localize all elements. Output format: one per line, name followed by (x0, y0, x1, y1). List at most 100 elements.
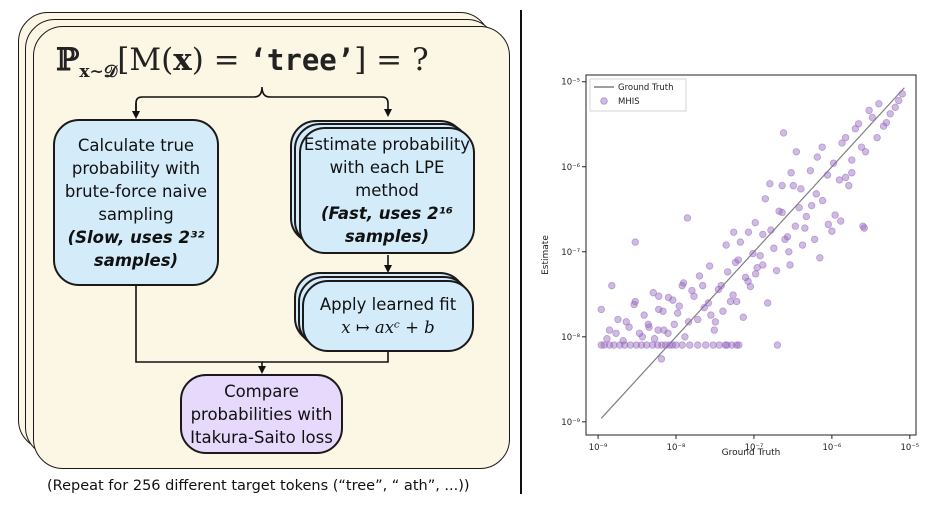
estimate-probability-box: Estimate probability with each LPE metho… (299, 127, 475, 254)
mhis-point (664, 329, 672, 337)
mhis-point (686, 341, 694, 349)
mhis-point (715, 341, 724, 349)
mhis-point (683, 214, 692, 222)
mhis-point (786, 261, 794, 269)
y-tick-label: 10⁻⁵ (561, 78, 580, 88)
mhis-point (789, 181, 798, 190)
mhis-point (816, 254, 824, 262)
mhis-point (813, 153, 822, 161)
mhis-point (681, 333, 689, 341)
mhis-point (735, 341, 743, 349)
mhis-point (612, 329, 620, 337)
mhis-point (835, 176, 844, 184)
mhis-point (792, 148, 801, 156)
mhis-point (736, 238, 745, 246)
legend-label-ground-truth: Ground Truth (618, 83, 674, 93)
mhis-point (732, 341, 741, 349)
y-axis-label: Estimate (541, 235, 551, 275)
mhis-point (649, 289, 657, 297)
mhis-point (673, 309, 682, 317)
y-tick-label: 10⁻⁸ (561, 333, 580, 343)
scatter-chart: 10⁻⁹ 10⁻⁸ 10⁻⁷ 10⁻⁶ 10⁻⁵ 10⁻⁹ 10⁻⁸ 10⁻⁷ 10⁻⁶ 10⁻⁵… (541, 74, 919, 458)
mhis-point (709, 341, 717, 349)
x-tick-label: 10⁻⁷ (745, 443, 764, 453)
mhis-point (891, 103, 899, 112)
mhis-point (823, 171, 832, 179)
compare-box: Compare probabilities with Itakura-Saito… (180, 374, 343, 454)
mhis-point (726, 297, 735, 306)
mhis-point (767, 226, 775, 234)
mhis-point (655, 292, 663, 300)
mhis-point (645, 323, 653, 331)
mhis-point (807, 201, 816, 210)
mhis-point (608, 281, 616, 290)
mhis-point (626, 341, 635, 349)
true-probability-text: Calculate true probability with brute-fo… (64, 135, 208, 224)
mhis-point (603, 334, 611, 343)
mhis-point (654, 326, 662, 334)
mhis-point (838, 139, 846, 147)
mhis-point (698, 281, 707, 290)
mhis-point (778, 208, 786, 217)
mhis-point (600, 341, 608, 349)
vertical-divider (520, 10, 522, 494)
mhis-point (785, 248, 793, 256)
learned-fit-formula: x ↦ axᶜ + b (341, 318, 435, 337)
mhis-point (610, 341, 618, 349)
mhis-point (812, 190, 820, 198)
mhis-point (711, 318, 720, 326)
mhis-point (798, 241, 807, 249)
mhis-point (829, 159, 838, 167)
true-probability-note: (Slow, uses 2³² samples) (67, 227, 205, 270)
mhis-point (810, 235, 819, 244)
mhis-point (741, 273, 750, 282)
mhis-point (802, 212, 811, 221)
estimate-probability-text: Estimate probability with each LPE metho… (303, 135, 471, 200)
mhis-point (783, 233, 792, 241)
mhis-point (818, 196, 827, 205)
mhis-point (700, 303, 708, 312)
mhis-point (690, 292, 698, 300)
mhis-point (795, 203, 803, 212)
mhis-point (731, 258, 740, 267)
mhis-point (621, 341, 629, 349)
mhis-point (695, 272, 704, 280)
y-tick-label: 10⁻⁹ (561, 418, 580, 428)
mhis-point (749, 249, 757, 258)
mhis-point (644, 320, 652, 329)
legend-label-mhis: MHIS (618, 97, 640, 107)
mhis-point (719, 307, 727, 315)
mhis-point (759, 230, 767, 239)
y-tick-label: 10⁻⁶ (561, 163, 580, 173)
mhis-point (857, 143, 866, 151)
mhis-point (637, 341, 646, 349)
mhis-point (710, 326, 719, 334)
compare-text: Compare probabilities with Itakura-Saito… (190, 381, 333, 447)
mhis-point (597, 305, 605, 314)
mhis-point (875, 100, 883, 108)
mhis-point (705, 262, 714, 270)
mhis-point (895, 96, 903, 105)
mhis-point (717, 281, 725, 290)
mhis-point (766, 180, 774, 188)
mhis-point (761, 195, 770, 203)
mhis-point (632, 341, 641, 349)
mhis-point (865, 106, 873, 115)
mhis-point (841, 173, 850, 182)
mhis-point (732, 297, 741, 306)
mhis-point (746, 282, 755, 291)
mhis-point (664, 293, 673, 302)
mhis-point (773, 341, 782, 349)
mhis-point (642, 341, 651, 349)
mhis-point (763, 299, 772, 307)
mhis-point (841, 133, 850, 142)
learned-fit-box: Apply learned fit x ↦ axᶜ + b (302, 280, 474, 352)
mhis-point (729, 291, 737, 299)
mhis-point (669, 296, 677, 304)
mhis-point (845, 181, 853, 190)
mhis-point (678, 281, 686, 290)
mhis-point (605, 326, 614, 334)
mhis-point (778, 181, 786, 190)
x-tick-label: 10⁻⁸ (667, 443, 686, 453)
mhis-point (851, 125, 860, 133)
